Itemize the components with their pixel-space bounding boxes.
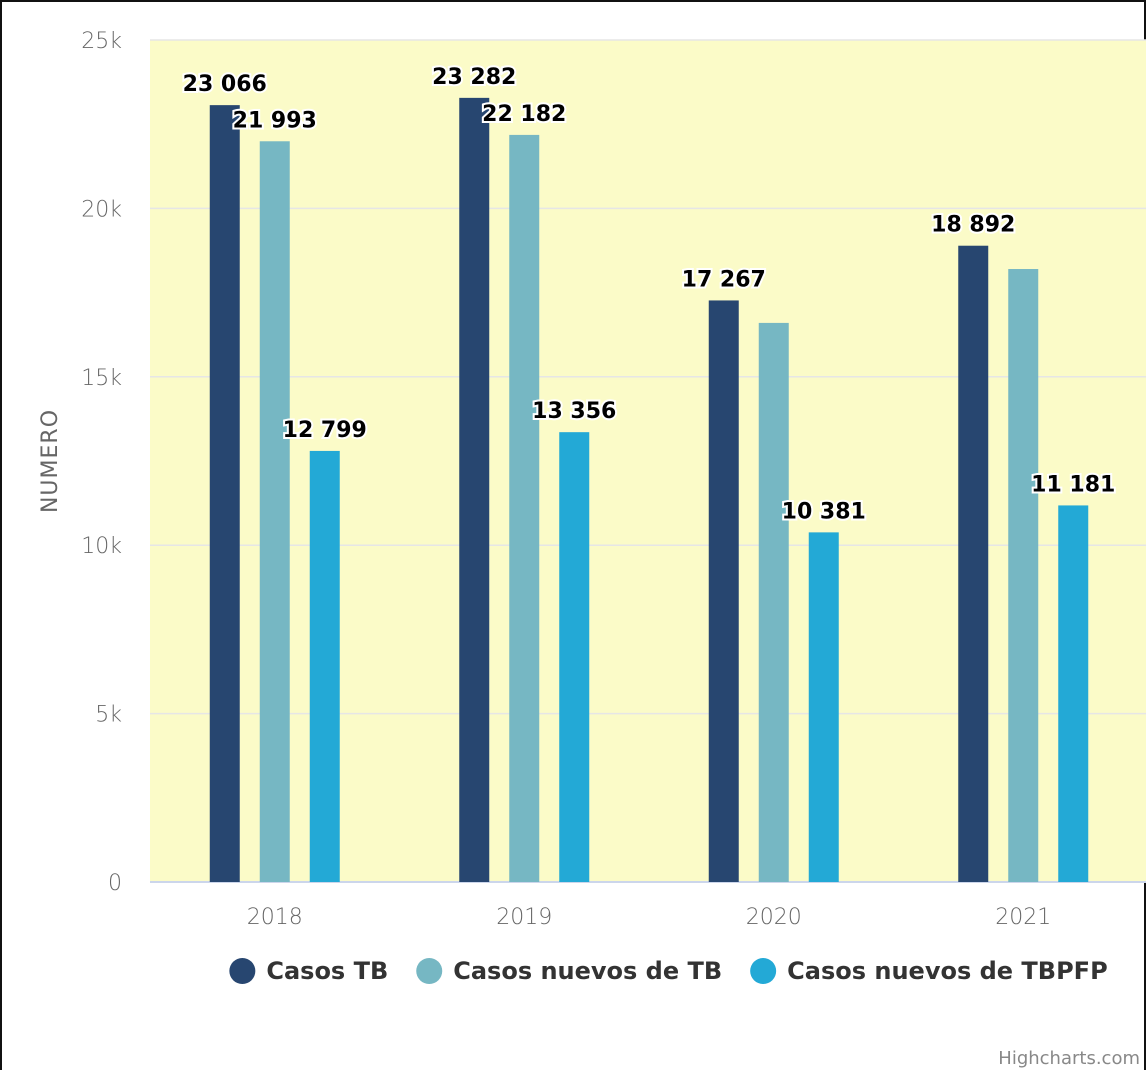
legend-label: Casos nuevos de TBPFP xyxy=(787,957,1108,985)
legend-label: Casos TB xyxy=(266,957,388,985)
bar-casos-nuevos-de-tbpfp-2021[interactable] xyxy=(1058,505,1089,882)
data-label: 17 267 xyxy=(682,267,766,292)
x-axis-ticks: 2018 2019 2020 2021 xyxy=(247,905,1052,930)
bar-casos-nuevos-de-tb-2021[interactable] xyxy=(1008,269,1039,882)
legend-symbol xyxy=(750,958,777,984)
data-label: 21 993 xyxy=(233,108,317,133)
legend: Casos TB Casos nuevos de TB Casos nuevos d… xyxy=(229,957,1108,985)
data-label: 18 892 xyxy=(931,213,1015,238)
bar-casos-nuevos-de-tbpfp-2018[interactable] xyxy=(309,450,340,882)
y-tick-label: 0 xyxy=(108,871,122,896)
legend-label: Casos nuevos de TB xyxy=(453,957,722,985)
bar-casos-nuevos-de-tb-2019[interactable] xyxy=(509,134,540,883)
bars xyxy=(209,97,1089,883)
bar-casos-tb-2019[interactable] xyxy=(459,97,490,882)
data-label: 22 182 xyxy=(482,102,566,127)
y-tick-label: 15k xyxy=(81,366,122,391)
bar-casos-nuevos-de-tbpfp-2019[interactable] xyxy=(559,432,590,882)
x-tick-label: 2021 xyxy=(995,905,1051,930)
x-tick-label: 2019 xyxy=(496,905,552,930)
plot-area xyxy=(150,40,1146,882)
legend-symbol xyxy=(229,958,256,984)
data-labels: 23 066 21 993 12 799 23 282 22 182 13 356 17 2… xyxy=(181,63,1118,527)
x-tick-label: 2020 xyxy=(746,905,802,930)
y-tick-label: 10k xyxy=(81,534,122,559)
bar-casos-nuevos-de-tbpfp-2020[interactable] xyxy=(808,532,839,882)
data-label: 23 066 xyxy=(183,72,267,97)
data-label: 10 381 xyxy=(782,499,866,524)
y-axis-ticks: 0 5k 10k 15k 20k 25k xyxy=(81,29,122,896)
bar-casos-tb-2018[interactable] xyxy=(209,105,240,882)
y-axis-title: NUMERO xyxy=(38,409,63,513)
data-label: 12 799 xyxy=(283,418,367,443)
credits-link[interactable]: Highcharts.com xyxy=(998,1048,1140,1069)
bar-casos-tb-2020[interactable] xyxy=(708,300,739,882)
data-label: 11 181 xyxy=(1031,472,1115,497)
legend-item-casos-nuevos-de-tb[interactable]: Casos nuevos de TB xyxy=(416,957,722,985)
legend-item-casos-tb[interactable]: Casos TB xyxy=(229,957,388,985)
bar-casos-nuevos-de-tb-2020[interactable] xyxy=(758,322,789,882)
y-tick-label: 25k xyxy=(81,29,122,54)
data-label: 13 356 xyxy=(532,399,616,424)
x-tick-label: 2018 xyxy=(247,905,303,930)
y-tick-label: 20k xyxy=(81,197,122,222)
legend-symbol xyxy=(416,958,443,984)
legend-item-casos-nuevos-de-tbpfp[interactable]: Casos nuevos de TBPFP xyxy=(750,957,1108,985)
bar-casos-nuevos-de-tb-2018[interactable] xyxy=(259,141,290,882)
y-tick-label: 5k xyxy=(95,703,122,728)
bar-casos-tb-2021[interactable] xyxy=(958,245,989,883)
data-label: 23 282 xyxy=(432,65,516,90)
